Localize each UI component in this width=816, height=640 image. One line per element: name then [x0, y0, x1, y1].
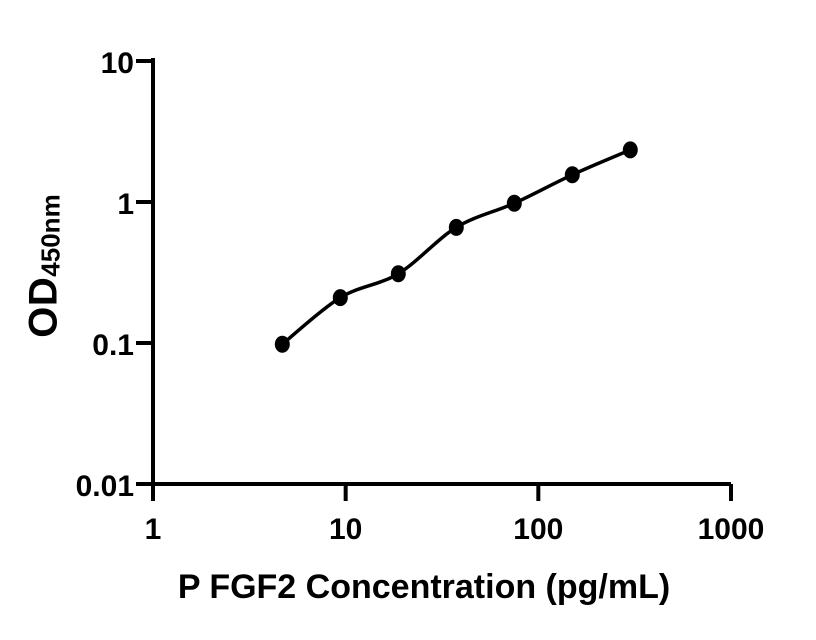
y-tick-label: 10	[101, 47, 134, 80]
x-axis-title: P FGF2 Concentration (pg/mL)	[177, 568, 671, 606]
data-point	[448, 218, 464, 236]
y-axis-title-main: OD	[21, 276, 66, 338]
y-tick-label: 1	[117, 188, 134, 221]
data-point	[622, 141, 638, 159]
data-point	[390, 265, 406, 283]
y-tick-label: 0.1	[92, 329, 134, 362]
data-point	[332, 289, 348, 307]
x-tick-label: 100	[513, 513, 563, 546]
x-tick-label: 1000	[698, 513, 765, 546]
data-point	[564, 166, 580, 184]
y-axis-title-subscript: 450nm	[35, 194, 66, 277]
y-tick-label: 0.01	[76, 470, 134, 503]
x-tick-label: 10	[329, 513, 362, 546]
axis-spines	[151, 58, 731, 486]
data-point	[274, 335, 290, 353]
data-point	[506, 194, 522, 212]
x-tick-label: 1	[145, 513, 162, 546]
y-axis-title: OD450nm	[22, 194, 67, 337]
